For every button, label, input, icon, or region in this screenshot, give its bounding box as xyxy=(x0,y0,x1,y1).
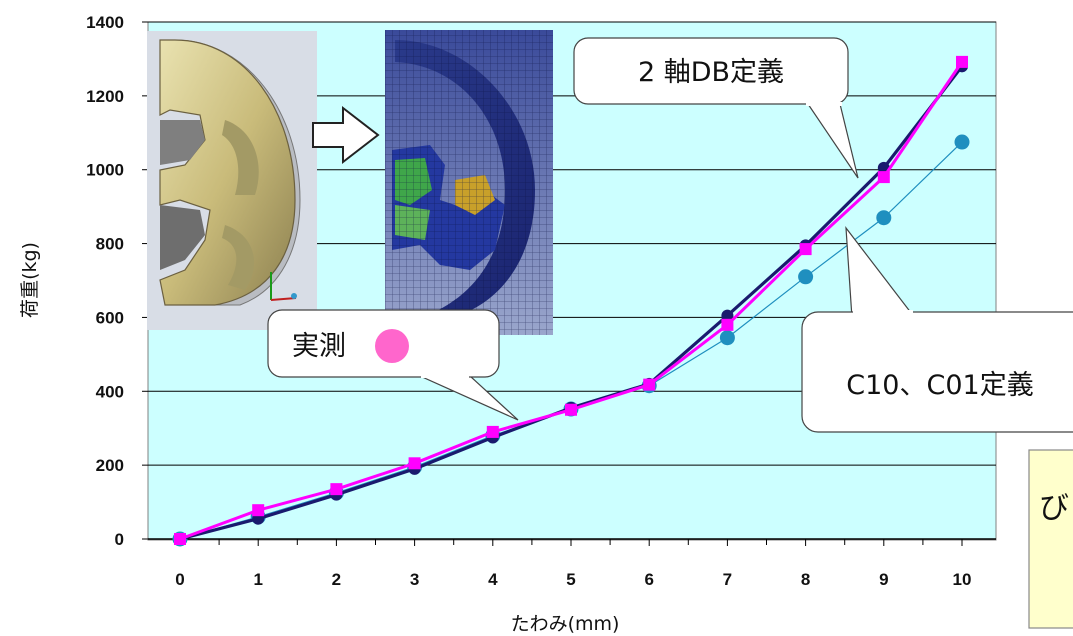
x-axis-ticks: 0 1 2 3 4 5 6 7 8 9 10 xyxy=(148,538,996,589)
y-axis-title: 荷重(kg) xyxy=(19,242,41,318)
y-tick-label: 0 xyxy=(115,530,124,549)
x-tick-label: 2 xyxy=(332,570,341,589)
data-point xyxy=(565,403,577,416)
data-point xyxy=(877,171,890,184)
data-point xyxy=(798,269,814,285)
y-tick-label: 1400 xyxy=(86,13,124,32)
note-text: び xyxy=(1039,491,1069,526)
data-point xyxy=(643,378,656,391)
measured-marker-icon xyxy=(375,329,409,363)
y-tick-label: 800 xyxy=(96,235,124,254)
y-tick-label: 1200 xyxy=(86,87,124,106)
data-point xyxy=(330,483,343,496)
x-tick-label: 8 xyxy=(801,570,810,589)
series-3 xyxy=(174,55,968,545)
y-axis-ticks: 0 200 400 600 800 1000 1200 1400 xyxy=(86,13,148,549)
x-tick-label: 3 xyxy=(410,570,419,589)
fe-mesh-image xyxy=(385,30,553,335)
data-point xyxy=(719,330,735,346)
callout-measured-label: 実測 xyxy=(292,331,346,362)
cad-model-image xyxy=(147,31,317,330)
x-tick-label: 1 xyxy=(253,570,262,589)
x-tick-label: 5 xyxy=(566,570,575,589)
y-tick-label: 400 xyxy=(96,382,124,401)
data-point xyxy=(174,533,186,545)
data-point xyxy=(954,134,970,150)
callout-c10-c01-label: C10、C01定義 xyxy=(846,370,1033,401)
x-tick-label: 9 xyxy=(879,570,888,589)
y-tick-label: 1000 xyxy=(86,161,124,180)
x-axis-title: たわみ(mm) xyxy=(511,613,620,635)
data-point xyxy=(799,243,812,256)
transform-arrow-icon xyxy=(312,105,380,165)
x-tick-label: 4 xyxy=(488,570,498,589)
data-point xyxy=(876,210,892,226)
y-tick-label: 600 xyxy=(96,308,124,327)
callout-biaxial-db: 2 軸DB定義 xyxy=(573,37,859,179)
data-point xyxy=(721,318,734,331)
x-tick-label: 6 xyxy=(644,570,653,589)
series-layer xyxy=(172,55,970,547)
callout-biaxial-label: 2 軸DB定義 xyxy=(638,57,784,88)
data-point xyxy=(408,457,421,470)
note-box: び xyxy=(1028,449,1073,629)
y-tick-label: 200 xyxy=(96,456,124,475)
data-point xyxy=(252,504,265,517)
data-point xyxy=(486,425,499,438)
x-tick-label: 7 xyxy=(723,570,732,589)
x-tick-label: 10 xyxy=(953,570,972,589)
callout-c10-c01: C10、C01定義 xyxy=(801,226,1073,433)
data-point xyxy=(721,309,734,322)
x-tick-label: 0 xyxy=(175,570,184,589)
data-point xyxy=(956,55,968,68)
callout-measured: 実測 xyxy=(267,309,519,421)
